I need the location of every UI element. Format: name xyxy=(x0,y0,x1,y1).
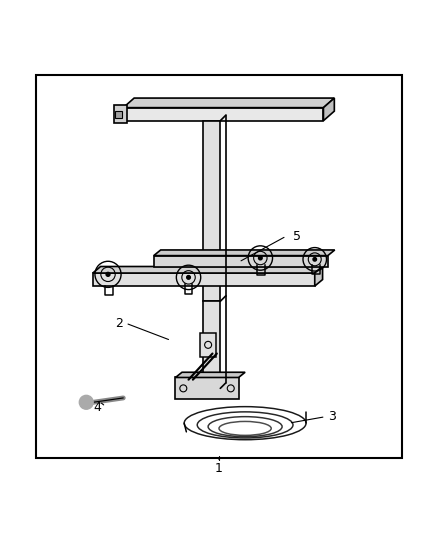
Polygon shape xyxy=(315,266,322,286)
Polygon shape xyxy=(323,98,334,120)
Text: 4: 4 xyxy=(93,401,101,415)
FancyBboxPatch shape xyxy=(123,108,323,120)
FancyBboxPatch shape xyxy=(176,377,239,399)
FancyBboxPatch shape xyxy=(36,75,402,458)
Circle shape xyxy=(187,276,191,279)
FancyBboxPatch shape xyxy=(203,120,220,301)
Text: 3: 3 xyxy=(328,410,336,423)
FancyBboxPatch shape xyxy=(203,301,220,389)
Circle shape xyxy=(106,272,110,276)
FancyBboxPatch shape xyxy=(154,256,328,268)
Circle shape xyxy=(313,257,317,261)
Polygon shape xyxy=(93,266,322,273)
Circle shape xyxy=(258,256,262,260)
FancyBboxPatch shape xyxy=(116,111,121,118)
FancyBboxPatch shape xyxy=(93,273,315,286)
Polygon shape xyxy=(154,250,335,256)
Text: 1: 1 xyxy=(215,463,223,475)
FancyBboxPatch shape xyxy=(114,106,127,123)
Polygon shape xyxy=(176,372,245,377)
Text: 2: 2 xyxy=(115,317,123,329)
FancyBboxPatch shape xyxy=(200,333,215,357)
Circle shape xyxy=(79,395,93,409)
Polygon shape xyxy=(123,98,334,108)
Text: 5: 5 xyxy=(293,230,301,243)
